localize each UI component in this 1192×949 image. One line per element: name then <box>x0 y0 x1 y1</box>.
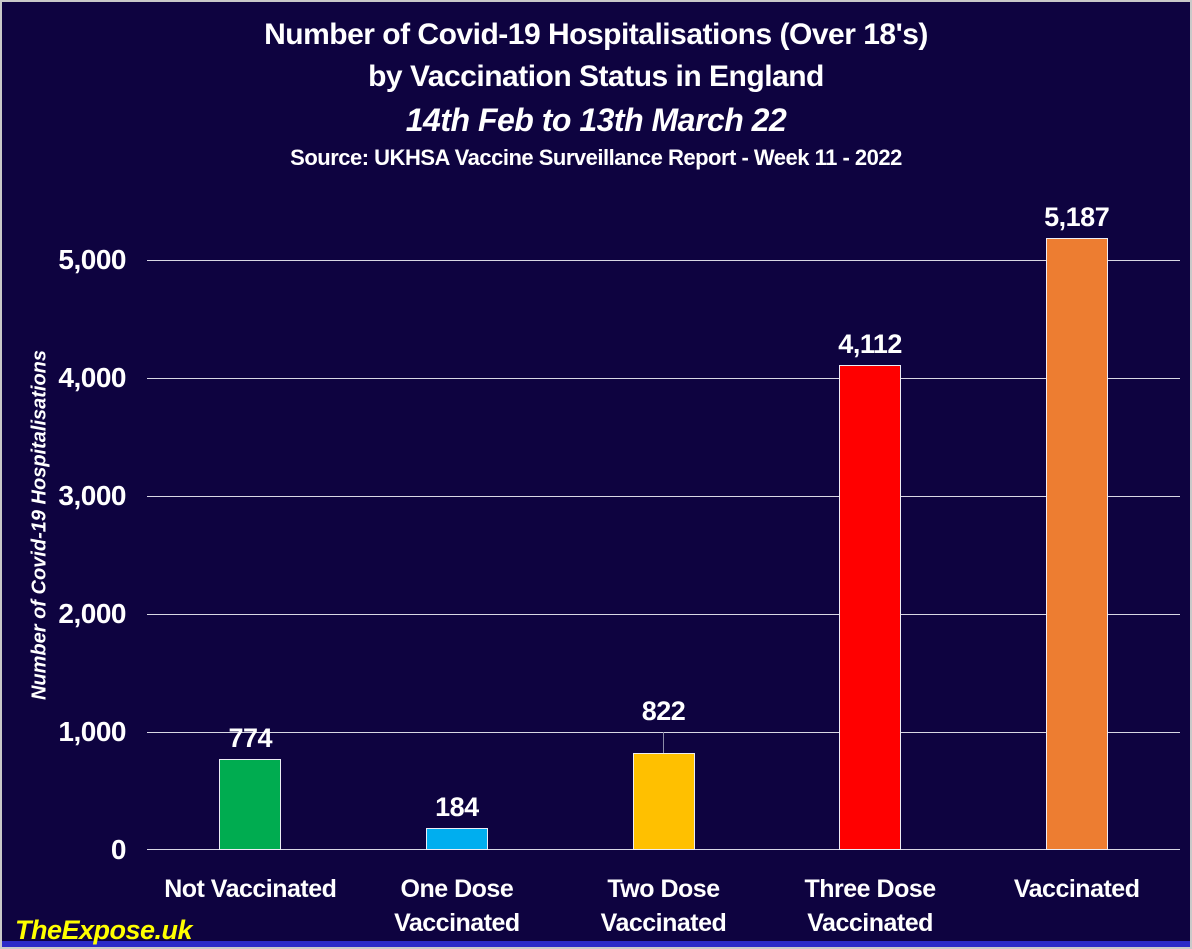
x-label-three-dose-vaccinated: Three Dose Vaccinated <box>755 872 985 940</box>
x-axis-category-labels: Not Vaccinated One Dose Vaccinated Two Dose… <box>147 868 1180 944</box>
x-label-line: Vaccinated <box>1013 875 1140 903</box>
chart-subtitle-dates: 14th Feb to 13th March 22 <box>405 102 787 138</box>
bar-vaccinated <box>1045 238 1108 850</box>
value-label-three-dose-vaccinated: 4,112 <box>838 329 902 359</box>
x-label-vaccinated: Vaccinated <box>962 872 1190 906</box>
value-label-two-dose-vaccinated: 822 <box>641 696 686 726</box>
x-label-one-dose-vaccinated: One Dose Vaccinated <box>342 872 572 940</box>
y-tick-label-0: 0 <box>110 834 127 865</box>
y-tick-label-1000: 1,000 <box>58 716 126 747</box>
x-label-line: Vaccinated <box>394 909 520 937</box>
value-label-one-dose-vaccinated: 184 <box>435 792 479 822</box>
y-tick-label-2000: 2,000 <box>58 598 126 629</box>
chart-title-block: Number of Covid-19 Hospitalisations (Ove… <box>2 14 1190 174</box>
x-label-line: Vaccinated <box>807 909 933 937</box>
y-tick-label-3000: 3,000 <box>58 480 126 511</box>
x-label-line: Vaccinated <box>600 909 727 937</box>
bar-one-dose-vaccinated <box>425 828 488 850</box>
chart-source-line: Source: UKHSA Vaccine Surveillance Repor… <box>290 145 902 170</box>
bar-two-dose-vaccinated <box>632 753 695 850</box>
value-label-vaccinated: 5,187 <box>1044 202 1110 232</box>
y-tick-label-5000: 5,000 <box>58 244 126 275</box>
gridline-5000 <box>147 260 1180 261</box>
chart-title-line2: by Vaccination Status in England <box>368 60 824 93</box>
chart-title-line1: Number of Covid-19 Hospitalisations (Ove… <box>264 18 928 51</box>
gridline-2000 <box>147 614 1180 615</box>
bottom-blue-strip <box>2 941 1190 947</box>
gridline-3000 <box>147 496 1180 497</box>
x-label-line: One Dose <box>400 875 514 903</box>
value-label-not-vaccinated: 774 <box>228 723 273 753</box>
x-label-line: Three Dose <box>804 875 937 903</box>
bar-not-vaccinated <box>219 759 282 850</box>
x-label-line: Two Dose <box>607 875 720 903</box>
bar-three-dose-vaccinated <box>839 365 902 850</box>
y-tick-label-4000: 4,000 <box>58 362 126 393</box>
gridline-4000 <box>147 378 1180 379</box>
y-axis-title: Number of Covid-19 Hospitalisations <box>28 349 51 701</box>
plot-area: 774 184 822 4,112 5,187 <box>147 202 1180 850</box>
watermark-theexpose: TheExpose.uk <box>15 915 193 945</box>
label-leader-line-two-dose-vaccinated <box>663 732 664 753</box>
x-label-line: Not Vaccinated <box>164 875 337 903</box>
x-label-not-vaccinated: Not Vaccinated <box>135 872 365 906</box>
x-label-two-dose-vaccinated: Two Dose Vaccinated <box>549 872 779 940</box>
